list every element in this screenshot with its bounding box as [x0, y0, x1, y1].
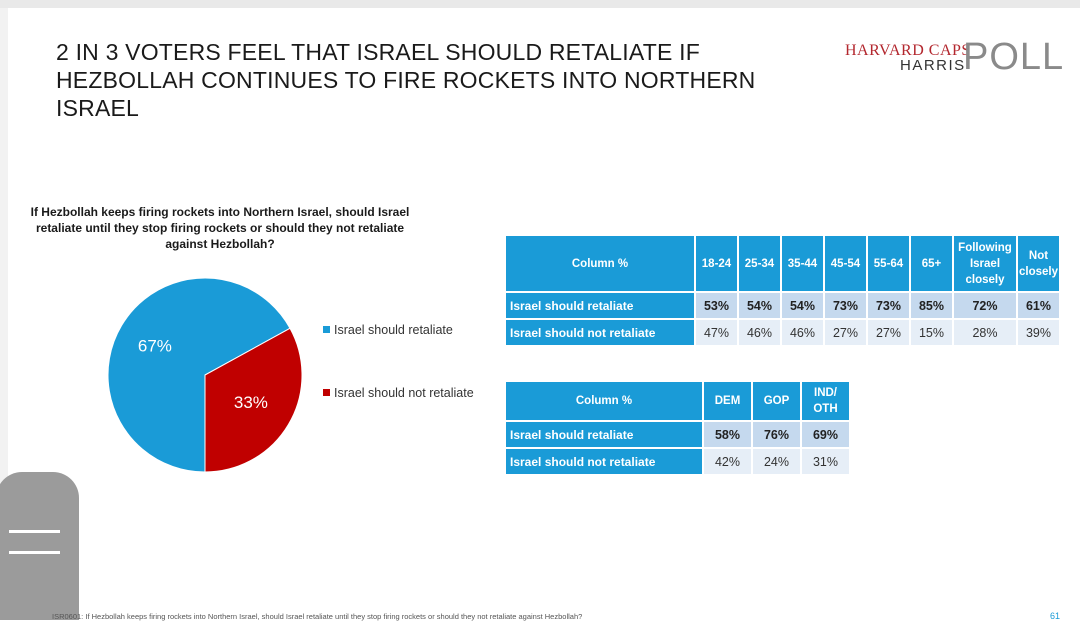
column-header: DEM	[704, 382, 751, 420]
drawer-handle[interactable]	[0, 472, 79, 620]
table-cell: 73%	[868, 293, 909, 318]
table-cell: 54%	[782, 293, 823, 318]
logo-line-2: HARRIS	[900, 57, 966, 74]
footnote: ISR0601: If Hezbollah keeps firing rocke…	[52, 612, 583, 621]
column-header: 55-64	[868, 236, 909, 291]
survey-question: If Hezbollah keeps firing rockets into N…	[30, 205, 410, 251]
pie-label-retaliate: 67%	[138, 336, 172, 355]
legend-label-retaliate: Israel should retaliate	[334, 323, 453, 337]
table-cell: 47%	[696, 320, 737, 345]
legend-item-retaliate: Israel should retaliate	[323, 323, 503, 337]
table-cell: 27%	[868, 320, 909, 345]
column-header: IND/ OTH	[802, 382, 849, 420]
slide-title: 2 IN 3 VOTERS FEEL THAT ISRAEL SHOULD RE…	[56, 39, 756, 121]
column-header: 35-44	[782, 236, 823, 291]
legend-swatch-not-retaliate	[323, 389, 330, 396]
table-cell: 31%	[802, 449, 849, 474]
table-cell: 27%	[825, 320, 866, 345]
column-header: 25-34	[739, 236, 780, 291]
legend-item-not-retaliate: Israel should not retaliate	[323, 386, 503, 400]
pie-chart: 67% 33%	[107, 277, 303, 473]
column-header: 18-24	[696, 236, 737, 291]
table-cell: 46%	[739, 320, 780, 345]
table-row: Israel should not retaliate 47% 46% 46% …	[506, 320, 1059, 345]
table-cell: 53%	[696, 293, 737, 318]
table-row: Israel should not retaliate 42% 24% 31%	[506, 449, 849, 474]
column-header: 45-54	[825, 236, 866, 291]
column-header: 65+	[911, 236, 952, 291]
pie-label-not-retaliate: 33%	[234, 393, 268, 412]
pie-slice-retaliate	[107, 277, 291, 473]
table-header-row: Column % DEM GOP IND/ OTH	[506, 382, 849, 420]
table-cell: 54%	[739, 293, 780, 318]
handle-grip-line	[9, 551, 60, 554]
harvard-caps-harris-poll-logo: HARVARD CAPS HARRIS POLL	[845, 36, 1063, 78]
page-number: 61	[1050, 611, 1061, 621]
row-label: Israel should retaliate	[506, 422, 702, 447]
table-cell: 28%	[954, 320, 1016, 345]
row-label: Israel should not retaliate	[506, 320, 694, 345]
column-header-corner: Column %	[506, 236, 694, 291]
logo-poll-word: POLL	[963, 36, 1065, 78]
table-cell: 15%	[911, 320, 952, 345]
table-cell: 61%	[1018, 293, 1059, 318]
row-label: Israel should not retaliate	[506, 449, 702, 474]
table-header-row: Column % 18-24 25-34 35-44 45-54 55-64 6…	[506, 236, 1059, 291]
table-cell: 72%	[954, 293, 1016, 318]
table-cell: 42%	[704, 449, 751, 474]
column-header: GOP	[753, 382, 800, 420]
table-row: Israel should retaliate 53% 54% 54% 73% …	[506, 293, 1059, 318]
handle-grip-line	[9, 530, 60, 533]
logo-line-1: HARVARD CAPS	[845, 42, 971, 59]
column-header: Not closely	[1018, 236, 1059, 291]
table-cell: 58%	[704, 422, 751, 447]
row-label: Israel should retaliate	[506, 293, 694, 318]
table-cell: 69%	[802, 422, 849, 447]
legend-label-not-retaliate: Israel should not retaliate	[334, 386, 474, 400]
table-cell: 24%	[753, 449, 800, 474]
top-border	[0, 0, 1080, 8]
legend-swatch-retaliate	[323, 326, 330, 333]
table-cell: 39%	[1018, 320, 1059, 345]
column-header: Following Israel closely	[954, 236, 1016, 291]
age-following-table: Column % 18-24 25-34 35-44 45-54 55-64 6…	[504, 234, 1061, 347]
table-cell: 73%	[825, 293, 866, 318]
table-cell: 85%	[911, 293, 952, 318]
table-cell: 76%	[753, 422, 800, 447]
pie-slice-not-retaliate	[204, 327, 303, 473]
party-table: Column % DEM GOP IND/ OTH Israel should …	[504, 380, 851, 476]
table-cell: 46%	[782, 320, 823, 345]
column-header-corner: Column %	[506, 382, 702, 420]
table-row: Israel should retaliate 58% 76% 69%	[506, 422, 849, 447]
left-border	[0, 8, 8, 620]
